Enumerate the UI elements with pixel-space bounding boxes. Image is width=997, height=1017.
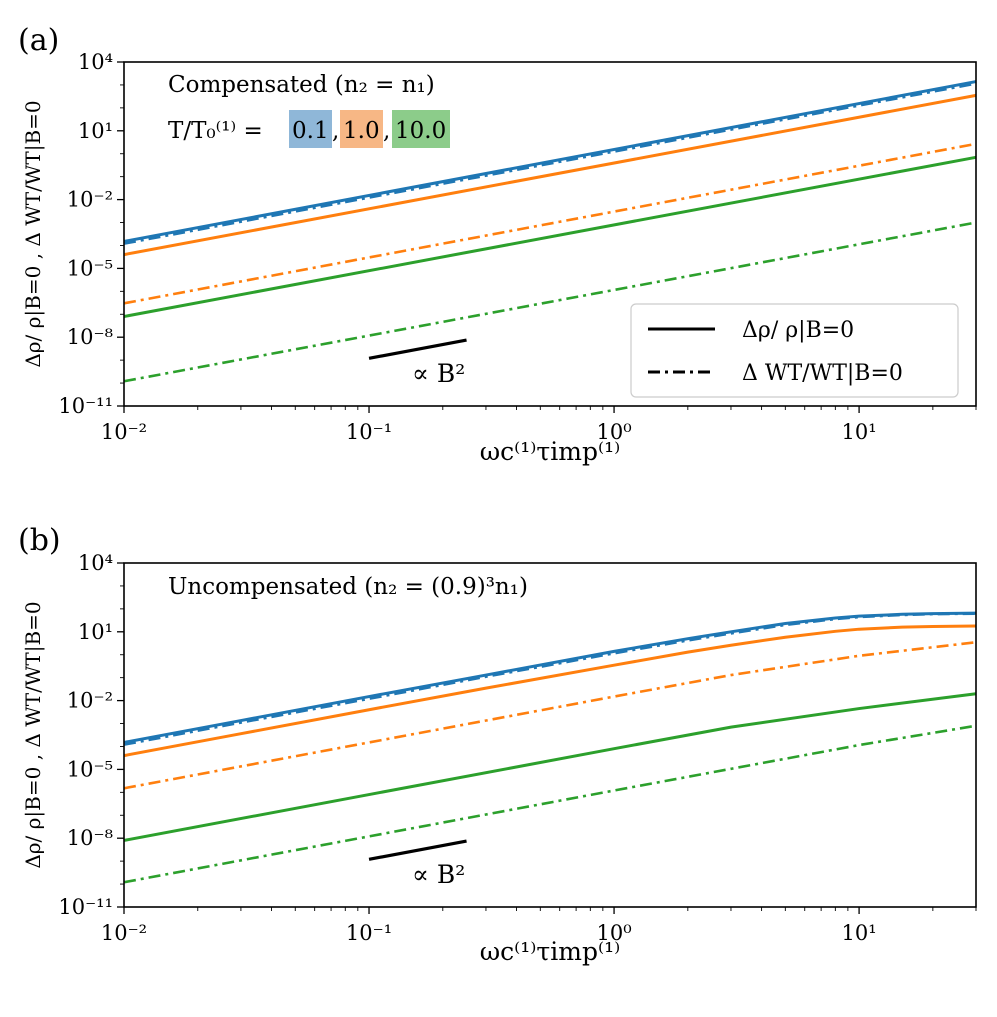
y-tick-label-a: 10⁻⁵ xyxy=(67,256,113,280)
y-tick-label-b: 10⁻⁸ xyxy=(67,826,113,850)
panel-b-label: (b) xyxy=(18,523,61,558)
series-blue-solid-b xyxy=(123,611,977,744)
reference-slope-line-b xyxy=(368,839,467,861)
legend-dashdot-label: Δ WT/WT|B=0 xyxy=(742,361,903,386)
legend-solid-label: Δρ/ ρ|B=0 xyxy=(742,318,854,343)
temp-1-0-highlight xyxy=(340,110,383,148)
y-tick-label-a: 10⁻² xyxy=(67,188,113,212)
plot-area-b: 10⁻² 10⁻¹ 10⁰ 10¹ 10⁻¹¹ 10⁻⁸ 10⁻⁵ 10⁻² 10¹ 10⁴ xyxy=(58,551,977,945)
panel-a-label: (a) xyxy=(18,23,59,58)
series-layer-b xyxy=(123,611,977,884)
legend-frame xyxy=(630,303,959,398)
series-orange-dashdot-b xyxy=(123,640,977,790)
x-axis-label-a: ωc⁽¹⁾τimp⁽¹⁾ xyxy=(480,437,621,466)
series-green-dashdot-b xyxy=(123,724,977,884)
x-tick-label-a: 10¹ xyxy=(842,420,877,444)
series-blue-dashdot-b xyxy=(123,612,977,746)
y-tick-label-b: 10⁴ xyxy=(78,551,113,575)
axes-frame-b xyxy=(123,562,977,908)
x-tick-label-b: 10⁻² xyxy=(101,921,147,945)
reference-slope-line-a xyxy=(368,338,467,360)
series-green-solid-b xyxy=(123,692,977,842)
y-tick-label-b: 10⁻⁵ xyxy=(67,757,113,781)
x-tick-label-a: 10⁰ xyxy=(596,420,631,444)
series-orange-solid-a xyxy=(123,93,977,257)
temp-0-1-value: 0.1 xyxy=(292,118,329,144)
y-tick-label-a: 10⁻¹¹ xyxy=(58,394,113,418)
x-tick-label-a: 10⁻² xyxy=(101,420,147,444)
reference-slope-a xyxy=(368,338,467,360)
temperature-prefix: T/T₀⁽¹⁾ = xyxy=(168,118,263,144)
y-axis-label-a: Δρ/ ρ|B=0 , Δ WT/WT|B=0 xyxy=(21,100,46,367)
subtitle-a: Compensated (n₂ = n₁) xyxy=(168,72,435,98)
temp-1-0-value: 1.0 xyxy=(343,118,380,144)
ticks-b: 10⁻² 10⁻¹ 10⁰ 10¹ 10⁻¹¹ 10⁻⁸ 10⁻⁵ 10⁻² 10¹ 10⁴ xyxy=(58,551,977,945)
x-tick-label-a: 10⁻¹ xyxy=(346,420,392,444)
ticks-a: 10⁻² 10⁻¹ 10⁰ 10¹ 10⁻¹¹ 10⁻⁸ 10⁻⁵ 10⁻² 10¹ 10⁴ xyxy=(58,50,977,444)
temp-separator-1: , xyxy=(332,118,339,144)
plot-area-a: 10⁻² 10⁻¹ 10⁰ 10¹ 10⁻¹¹ 10⁻⁸ 10⁻⁵ 10⁻² 10¹ 10⁴ xyxy=(58,50,977,444)
y-tick-label-a: 10¹ xyxy=(78,119,113,143)
axes-frame-a xyxy=(123,61,977,407)
series-green-solid-a xyxy=(123,155,977,318)
temp-10-0-highlight xyxy=(392,110,450,148)
subtitle-b: Uncompensated (n₂ = (0.9)³n₁) xyxy=(168,574,528,600)
reference-slope-label-a: ∝ B² xyxy=(412,359,465,388)
series-blue-dashdot-a xyxy=(123,82,977,245)
y-tick-label-b: 10⁻² xyxy=(67,689,113,713)
series-layer-a xyxy=(123,80,977,383)
reference-slope-label-b: ∝ B² xyxy=(412,860,465,889)
series-orange-solid-b xyxy=(123,624,977,758)
y-tick-label-b: 10¹ xyxy=(78,620,113,644)
temp-10-0-value: 10.0 xyxy=(395,118,446,144)
legend-box: Δρ/ ρ|B=0 Δ WT/WT|B=0 xyxy=(630,303,959,398)
temp-separator-2: , xyxy=(383,118,390,144)
panel-a: (a) 10⁻² 10⁻¹ 10⁰ 10¹10⁻¹¹10⁻⁸10⁻⁵10⁻²10¹10… xyxy=(18,23,977,466)
reference-slope-b xyxy=(368,839,467,861)
y-axis-label-b: Δρ/ ρ|B=0 , Δ WT/WT|B=0 xyxy=(21,601,46,868)
y-tick-label-b: 10⁻¹¹ xyxy=(58,895,113,919)
temp-0-1-highlight xyxy=(289,110,332,148)
y-tick-label-a: 10⁻⁸ xyxy=(67,325,113,349)
temperature-legend: T/T₀⁽¹⁾ = 0.1 , 1.0 , 10.0 xyxy=(168,110,450,148)
panel-b: (b) 10⁻² 10⁻¹ 10⁰ 10¹10⁻¹¹10⁻⁸10⁻⁵10⁻²10¹10… xyxy=(18,523,977,966)
series-green-dashdot-a xyxy=(123,221,977,383)
x-tick-label-b: 10¹ xyxy=(842,921,877,945)
series-blue-solid-a xyxy=(123,80,977,243)
y-tick-label-a: 10⁴ xyxy=(78,50,113,74)
x-axis-label-b: ωc⁽¹⁾τimp⁽¹⁾ xyxy=(480,937,621,966)
series-orange-dashdot-a xyxy=(123,142,977,305)
x-tick-label-b: 10⁻¹ xyxy=(346,921,392,945)
x-tick-label-b: 10⁰ xyxy=(596,921,631,945)
